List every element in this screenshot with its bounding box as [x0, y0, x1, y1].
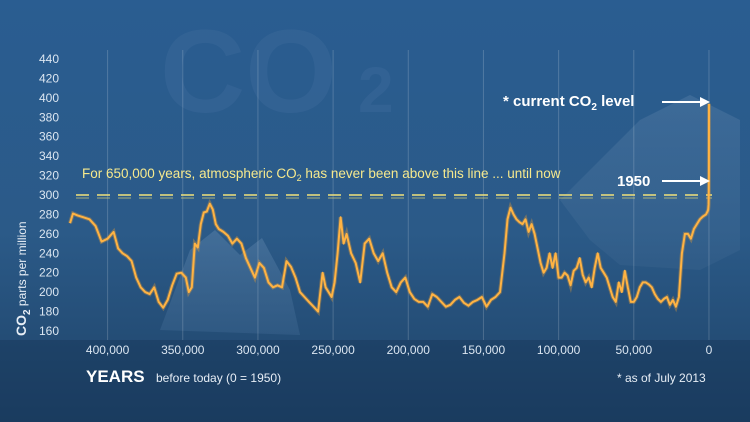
x-tick-label: 50,000	[615, 343, 652, 357]
threshold-text: For 650,000 years, atmospheric CO2 has n…	[82, 166, 561, 183]
y-tick-label: 160	[39, 324, 59, 338]
y-tick-label: 180	[39, 305, 59, 319]
iceberg-left	[160, 230, 300, 335]
x-axis-ticks: 400,000 350,000 300,000 250,000 200,000 150,0…	[86, 343, 713, 357]
y-tick-label: 240	[39, 246, 59, 260]
x-tick-label: 350,000	[161, 343, 205, 357]
current-co2-label: * current CO2 level	[503, 93, 634, 113]
y-tick-label: 400	[39, 91, 59, 105]
arrow-1950-head	[700, 176, 710, 186]
x-tick-label: 300,000	[236, 343, 280, 357]
year-1950-label: 1950	[617, 173, 650, 190]
svg-text:CO2 parts per million: CO2 parts per million	[13, 221, 33, 336]
y-tick-label: 320	[39, 169, 59, 183]
y-tick-label: 380	[39, 110, 59, 124]
y-tick-label: 280	[39, 207, 59, 221]
y-tick-label: 260	[39, 227, 59, 241]
co2-series-line	[69, 103, 710, 313]
co2-watermark: CO	[160, 6, 337, 138]
y-tick-label: 420	[39, 71, 59, 85]
x-tick-label: 150,000	[462, 343, 506, 357]
x-tick-label: 0	[706, 343, 713, 357]
x-axis-label-sub: before today (0 = 1950)	[156, 371, 281, 385]
y-tick-label: 360	[39, 130, 59, 144]
x-tick-label: 400,000	[86, 343, 130, 357]
y-tick-label: 200	[39, 285, 59, 299]
y-tick-label: 220	[39, 266, 59, 280]
y-axis-label: CO2 parts per million	[13, 221, 33, 336]
y-axis-ticks: 160 180 200 220 240 260 280 300 320 340 360 380 400 4…	[39, 52, 59, 338]
x-axis-label-main: YEARS	[86, 367, 145, 386]
y-tick-label: 440	[39, 52, 59, 66]
current-arrow-head	[700, 97, 710, 107]
co2-watermark-sub: 2	[358, 54, 394, 126]
x-tick-label: 200,000	[387, 343, 431, 357]
y-tick-label: 300	[39, 188, 59, 202]
y-tick-label: 340	[39, 149, 59, 163]
x-tick-label: 250,000	[311, 343, 355, 357]
water	[0, 340, 750, 422]
x-tick-label: 100,000	[537, 343, 581, 357]
footnote: * as of July 2013	[617, 371, 706, 385]
